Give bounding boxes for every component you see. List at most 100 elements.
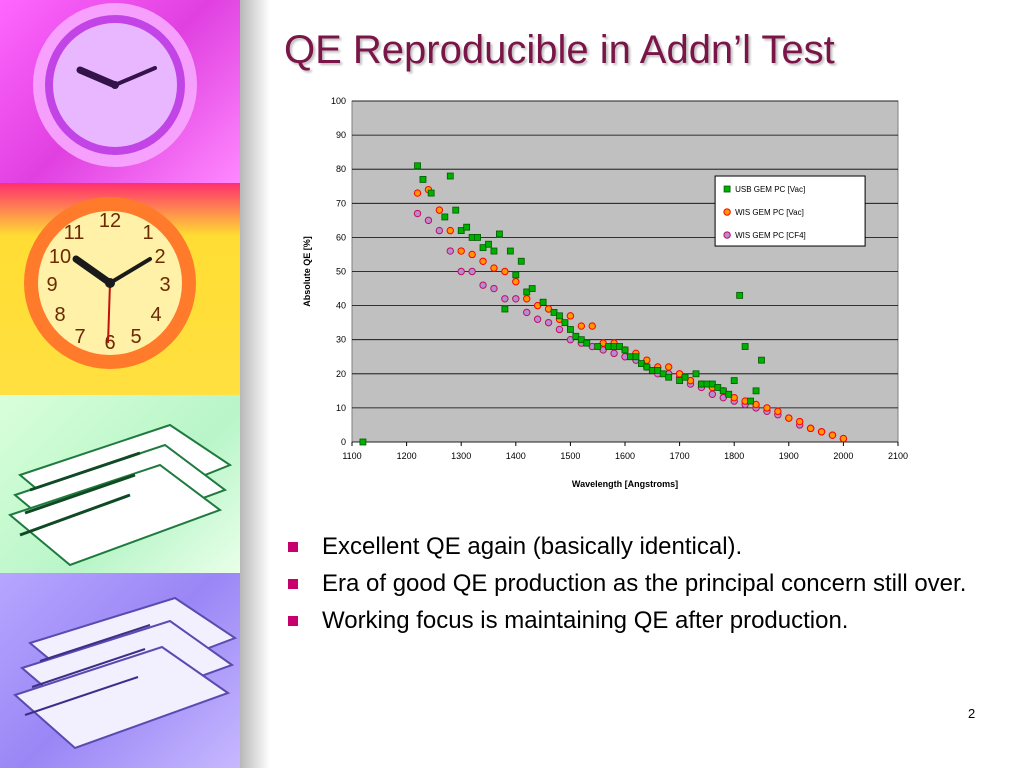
data-point-usb-vac — [616, 343, 623, 350]
bullet-list: Excellent QE again (basically identical)… — [288, 532, 988, 643]
data-point-wis-vac — [468, 250, 476, 259]
data-point-usb-vac — [583, 339, 591, 347]
bullet-marker-icon — [288, 616, 298, 626]
data-point-wis-vac — [479, 257, 487, 265]
x-tick-label: 1500 — [560, 451, 580, 461]
bullet-text: Working focus is maintaining QE after pr… — [322, 607, 849, 634]
data-point-usb-vac — [485, 240, 492, 248]
legend-marker — [723, 208, 731, 216]
x-tick-label: 1900 — [779, 451, 799, 461]
data-point-wis-vac — [490, 264, 498, 272]
data-point-usb-vac — [572, 332, 580, 340]
x-tick-label: 1100 — [342, 451, 361, 461]
data-point-usb-vac — [490, 247, 498, 255]
data-point-wis-cf4 — [490, 284, 498, 293]
data-point-wis-vac — [457, 247, 465, 255]
papers-icon — [7, 423, 233, 567]
data-point-wis-vac — [544, 305, 553, 313]
data-point-usb-vac — [414, 162, 421, 170]
y-tick-label: 40 — [336, 301, 346, 311]
svg-text:12: 12 — [99, 210, 121, 232]
data-point-usb-vac — [621, 346, 629, 354]
sidebar-shadow — [240, 0, 270, 768]
data-point-wis-cf4 — [501, 295, 509, 303]
data-point-usb-vac — [446, 172, 454, 180]
svg-text:8: 8 — [54, 304, 65, 326]
slide-title: QE Reproducible in Addn’l Test — [284, 28, 835, 72]
legend-label: WIS GEM PC [Vac] — [735, 208, 804, 217]
data-point-wis-vac — [643, 356, 651, 364]
data-point-wis-cf4 — [457, 267, 465, 276]
bullet-text: Excellent QE again (basically identical)… — [322, 533, 743, 560]
data-point-wis-vac — [533, 301, 542, 310]
legend-box — [714, 175, 866, 247]
data-point-usb-vac — [561, 319, 569, 327]
y-tick-label: 50 — [336, 267, 346, 277]
bullet-marker-icon — [288, 542, 298, 552]
data-point-wis-vac — [566, 312, 575, 320]
data-point-usb-vac — [359, 438, 367, 446]
data-point-wis-cf4 — [566, 336, 575, 344]
data-point-usb-vac — [637, 360, 645, 367]
bullet-item: Working focus is maintaining QE after pr… — [288, 606, 988, 635]
legend-marker — [723, 185, 731, 193]
data-point-wis-vac — [817, 428, 826, 436]
data-point-usb-vac — [719, 387, 727, 395]
bullet-text: Era of good QE production as the princip… — [322, 570, 967, 597]
data-point-wis-vac — [446, 226, 454, 235]
data-point-usb-vac — [550, 309, 558, 316]
data-point-wis-vac — [664, 363, 673, 371]
green-papers-image — [0, 395, 240, 573]
legend-label: USB GEM PC [Vac] — [735, 185, 805, 194]
data-point-usb-vac — [474, 233, 481, 241]
data-point-usb-vac — [523, 288, 531, 296]
data-point-wis-cf4 — [468, 267, 476, 276]
y-tick-label: 80 — [336, 164, 346, 174]
data-point-usb-vac — [539, 298, 547, 306]
y-tick-label: 70 — [336, 198, 346, 208]
qe-scatter-chart: 0 10 20 30 40 50 60 70 80 90 100 1100 1200 1300 1400 15… — [302, 96, 908, 489]
data-point-usb-vac — [730, 377, 738, 385]
data-point-usb-vac — [506, 247, 514, 255]
data-point-wis-cf4 — [479, 281, 487, 289]
data-point-wis-vac — [675, 370, 684, 378]
data-point-usb-vac — [556, 312, 563, 320]
data-point-usb-vac — [736, 291, 744, 299]
data-point-wis-vac — [752, 400, 760, 409]
purple-clock-image — [0, 0, 240, 183]
data-point-usb-vac — [659, 370, 667, 378]
data-point-usb-vac — [681, 373, 689, 381]
svg-text:2: 2 — [154, 246, 165, 268]
svg-text:9: 9 — [46, 274, 57, 296]
y-tick-label: 100 — [331, 96, 346, 106]
data-point-wis-vac — [686, 376, 695, 385]
data-point-wis-cf4 — [446, 247, 454, 255]
data-point-wis-cf4 — [424, 216, 433, 225]
legend-label: WIS GEM PC [CF4] — [735, 231, 806, 240]
data-point-wis-cf4 — [610, 349, 618, 358]
data-point-usb-vac — [758, 356, 765, 364]
svg-text:3: 3 — [159, 274, 170, 296]
x-tick-label: 1600 — [615, 451, 635, 461]
data-point-wis-vac — [785, 414, 793, 422]
x-axis-label: Wavelength [Angstroms] — [572, 479, 678, 489]
data-point-wis-vac — [413, 189, 422, 197]
data-point-wis-vac — [501, 267, 509, 276]
data-point-wis-vac — [796, 417, 804, 426]
data-point-usb-vac — [654, 366, 662, 374]
data-point-usb-vac — [566, 326, 574, 333]
svg-text:11: 11 — [64, 222, 85, 244]
y-tick-label: 0 — [341, 437, 346, 447]
data-point-wis-cf4 — [555, 325, 564, 334]
x-tick-label: 1400 — [506, 451, 526, 461]
svg-text:5: 5 — [130, 326, 141, 348]
data-point-usb-vac — [528, 285, 536, 292]
x-tick-label: 1300 — [451, 451, 471, 461]
y-tick-label: 20 — [336, 369, 346, 379]
y-axis-label: Absolute QE [%] — [302, 236, 312, 307]
data-point-wis-cf4 — [413, 209, 422, 218]
data-point-wis-vac — [839, 434, 848, 443]
x-tick-label: 1800 — [724, 451, 744, 461]
